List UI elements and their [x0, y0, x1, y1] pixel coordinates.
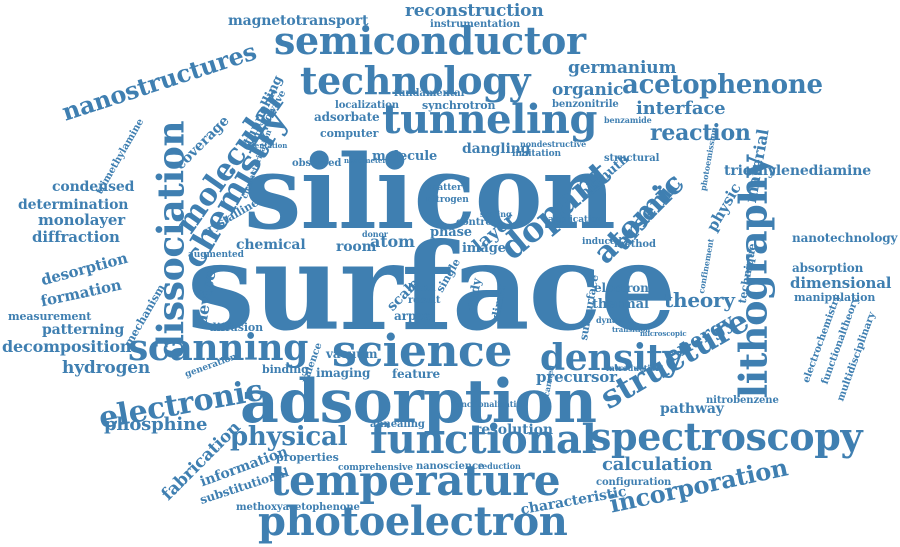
word: interface [636, 98, 726, 119]
word: computer [320, 127, 379, 140]
word: fundamental [394, 88, 465, 99]
word: image [462, 241, 506, 256]
word: theory [664, 288, 735, 312]
word: functionalisation [452, 399, 528, 409]
word: organic [552, 80, 624, 100]
word: physical [230, 422, 348, 452]
word: donor [362, 229, 388, 239]
word: nondestructive [520, 139, 587, 149]
word: nanoscience [416, 461, 485, 472]
word: semiconductor [274, 18, 586, 63]
word: vacuum [326, 347, 378, 361]
word: patterning [42, 322, 125, 338]
word: reduction [478, 461, 521, 471]
word: tunneling [382, 96, 598, 143]
word: nanotechnology [792, 231, 898, 245]
word: orientation [244, 141, 288, 150]
word: binding [262, 363, 309, 376]
word: molecule [372, 149, 438, 164]
word: methoxyacetophenone [236, 502, 360, 513]
word: dynamic [596, 315, 634, 325]
word: nitrobenzene [706, 395, 779, 406]
word: decomposition [2, 337, 132, 356]
word: nanostructures [58, 36, 260, 127]
word: thermal [592, 297, 649, 312]
word: augmented [188, 250, 244, 260]
word: chemical [236, 237, 306, 253]
word: structural [604, 153, 660, 164]
word: induced [582, 237, 622, 247]
word: adsorbate [314, 110, 380, 124]
word: adsorption [240, 367, 597, 437]
word: method [614, 239, 656, 250]
word: introduction [606, 363, 662, 373]
word: reconstruction [405, 1, 544, 21]
word: phase [430, 225, 472, 240]
word: application [548, 215, 604, 225]
word: nanometer [344, 156, 386, 165]
word: confinement [696, 237, 716, 295]
word: diffusion [209, 321, 264, 334]
word: scanning [128, 327, 309, 369]
word: magnetotransport [228, 13, 369, 29]
word: observed [292, 158, 342, 169]
word: photoelectron [258, 498, 568, 545]
word: density [540, 337, 684, 379]
word: imaging [316, 366, 371, 380]
word: triethylenediamine [724, 163, 872, 179]
word: nitrogen [426, 195, 469, 205]
word: calculation [602, 454, 713, 475]
word: absorption [792, 261, 864, 275]
word: dangling [462, 141, 531, 157]
word: benzamide [604, 115, 652, 125]
word: diffraction [32, 228, 120, 246]
word: condensed [52, 179, 135, 195]
word: determination [18, 197, 129, 213]
word: matter [428, 183, 462, 193]
word: measurement [8, 310, 92, 323]
word: technology [300, 58, 531, 103]
word: properties [276, 451, 339, 464]
word: phosphine [104, 414, 208, 435]
word: electron [594, 281, 649, 295]
word: science [332, 326, 512, 377]
word: temperature [270, 456, 561, 505]
word: spectroscopy [590, 414, 863, 459]
word: resolution [474, 422, 553, 438]
word: silicon [244, 133, 616, 253]
word: feature [392, 367, 440, 381]
word: comprehensive [338, 463, 413, 473]
word: hydrogen [62, 358, 151, 378]
word: manipulation [794, 291, 876, 304]
word: precursor [536, 368, 617, 386]
word: result [408, 295, 441, 306]
word: room [336, 239, 377, 255]
word: arpes [394, 309, 431, 323]
word: annealing [370, 419, 425, 430]
word: atom [370, 232, 415, 251]
word: control [456, 217, 496, 228]
word: scaling [480, 209, 512, 219]
word: synchrotron [422, 99, 496, 112]
word: reaction [650, 120, 751, 146]
word: dimensional [790, 274, 892, 292]
word: pathway [660, 401, 724, 417]
word: limitation [512, 149, 561, 159]
word: germanium [568, 58, 677, 78]
word: functional [370, 416, 597, 463]
word: acetophenone [622, 70, 823, 100]
word: microscopic [640, 329, 687, 338]
word: configuration [596, 477, 672, 488]
word: localization [335, 100, 399, 111]
word: instrumentation [430, 19, 521, 30]
word: monolayer [38, 211, 126, 229]
word: benzonitrile [552, 99, 619, 110]
word: surface [187, 217, 677, 358]
word: transition [612, 325, 651, 334]
word: bond [408, 283, 436, 294]
